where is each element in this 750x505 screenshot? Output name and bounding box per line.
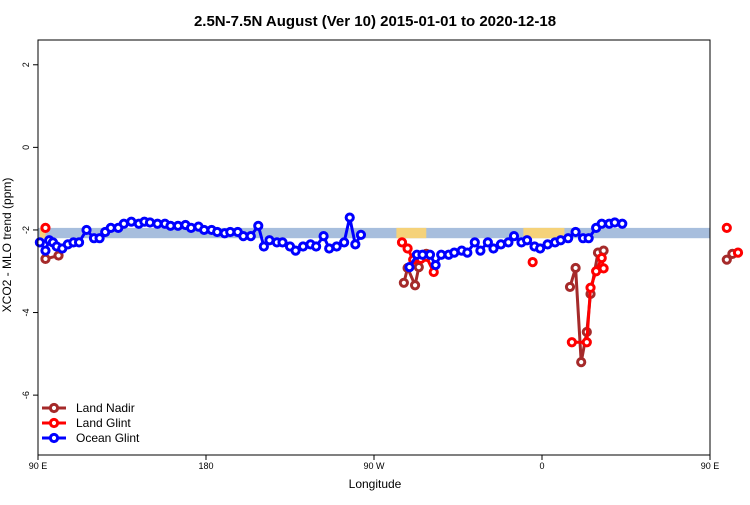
data-point-ocean-glint	[482, 237, 493, 248]
data-point-ocean-glint	[469, 237, 480, 248]
data-point-land-glint	[732, 247, 744, 258]
data-point-ocean-glint	[462, 247, 473, 258]
legend-marker-land-glint	[48, 417, 60, 429]
y-tick-label: 0	[21, 145, 31, 150]
data-point-land-nadir	[409, 280, 421, 291]
y-axis-label: XCO2 - MLO trend (ppm)	[0, 178, 14, 313]
axes: 2 0 -2 -4 -6 90 E 180 90 W 0 90 E	[21, 39, 720, 471]
chart-title: 2.5N-7.5N August (Ver 10) 2015-01-01 to …	[194, 13, 556, 30]
series-land-nadir	[40, 245, 738, 368]
data-point-ocean-glint	[350, 239, 361, 250]
legend-label-land-glint: Land Glint	[76, 416, 131, 430]
data-point-land-nadir	[576, 356, 587, 368]
x-axis-label: Longitude	[349, 477, 402, 491]
x-tick-label: 0	[539, 461, 544, 471]
data-point-land-nadir	[40, 253, 51, 264]
data-point-land-glint	[566, 337, 577, 348]
data-point-ocean-glint	[583, 233, 594, 244]
legend-label-land-nadir: Land Nadir	[76, 401, 135, 415]
data-point-ocean-glint	[344, 212, 355, 223]
data-point-ocean-glint	[521, 235, 533, 246]
data-point-ocean-glint	[73, 237, 85, 248]
land-band-segment	[396, 227, 427, 239]
data-point-ocean-glint	[331, 241, 342, 252]
x-tick-label: 90 E	[29, 461, 48, 471]
data-point-land-nadir	[413, 262, 424, 273]
legend-marker-land-nadir	[48, 402, 60, 414]
land-band-segment	[39, 227, 46, 239]
data-point-land-nadir	[570, 262, 581, 274]
land-band-segment	[523, 227, 565, 239]
data-point-land-glint	[581, 337, 592, 348]
plot-frame	[37, 39, 711, 456]
y-tick-label: -2	[21, 226, 31, 234]
legend-label-ocean-glint: Ocean Glint	[76, 431, 140, 445]
data-point-ocean-glint	[277, 237, 288, 248]
y-tick-label: -6	[21, 391, 31, 399]
data-point-ocean-glint	[355, 229, 367, 241]
legend-marker-ocean-glint	[48, 432, 60, 444]
data-point-ocean-glint	[617, 218, 628, 229]
data-point-ocean-glint	[318, 231, 329, 242]
data-point-land-nadir	[564, 281, 576, 293]
data-point-ocean-glint	[311, 241, 322, 252]
data-point-ocean-glint	[488, 243, 499, 254]
data-point-ocean-glint	[404, 262, 415, 273]
data-point-land-glint	[596, 252, 607, 264]
data-point-land-glint	[598, 263, 609, 274]
data-point-ocean-glint	[258, 241, 269, 252]
data-point-ocean-glint	[535, 243, 546, 254]
y-tick-label: -4	[21, 309, 31, 317]
data-point-ocean-glint	[430, 259, 441, 271]
data-point-ocean-glint	[570, 226, 581, 238]
data-point-ocean-glint	[503, 237, 514, 248]
ocean-band	[38, 227, 710, 239]
data-point-ocean-glint	[475, 245, 486, 256]
series-ocean-glint	[34, 212, 628, 273]
series-layer	[34, 212, 744, 368]
background-band	[38, 227, 710, 239]
data-point-ocean-glint	[508, 231, 520, 242]
data-point-ocean-glint	[245, 231, 256, 242]
data-point-ocean-glint	[34, 237, 45, 248]
data-point-ocean-glint	[94, 233, 105, 244]
x-tick-label: 180	[198, 461, 213, 471]
x-tick-label: 90 W	[363, 461, 385, 471]
series-land-glint	[40, 222, 744, 348]
data-point-ocean-glint	[40, 245, 51, 256]
data-point-land-glint	[402, 243, 413, 254]
data-point-ocean-glint	[339, 237, 350, 248]
data-point-land-nadir	[721, 254, 732, 265]
data-point-land-glint	[396, 237, 408, 248]
data-point-land-glint	[527, 257, 538, 268]
data-point-land-glint	[40, 222, 51, 233]
data-point-land-glint	[585, 282, 596, 293]
data-point-ocean-glint	[253, 220, 264, 231]
data-point-ocean-glint	[81, 224, 92, 236]
data-point-land-glint	[721, 222, 732, 233]
data-point-ocean-glint	[563, 233, 574, 244]
y-tick-label: 2	[21, 62, 31, 67]
x-tick-label: 90 E	[701, 461, 720, 471]
data-point-ocean-glint	[424, 249, 436, 260]
data-point-ocean-glint	[290, 245, 301, 256]
data-point-land-nadir	[398, 277, 409, 288]
